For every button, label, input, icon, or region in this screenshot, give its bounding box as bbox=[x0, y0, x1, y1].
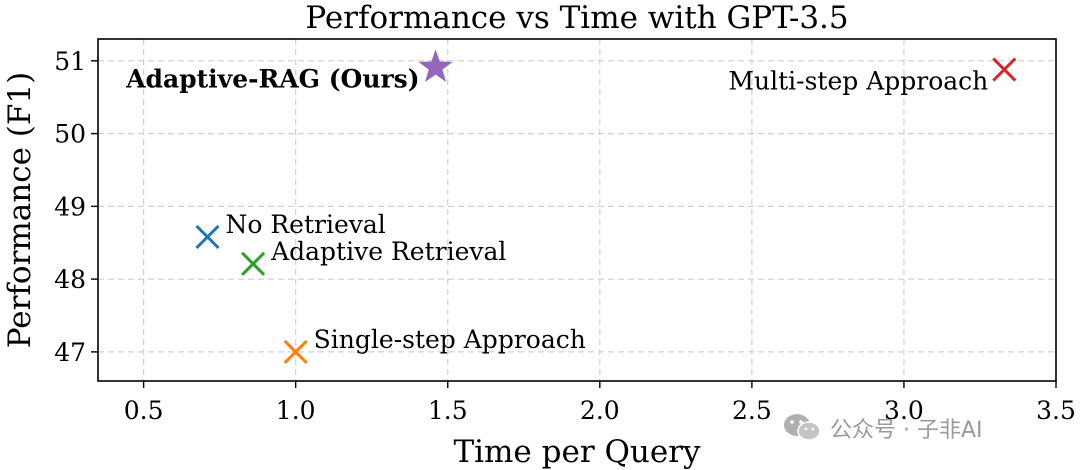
watermark: 公众号 · 子非AI bbox=[782, 410, 1072, 446]
x-tick-label: 3.0 bbox=[884, 396, 924, 425]
x-tick-label: 1.5 bbox=[428, 396, 468, 425]
x-tick-label: 3.5 bbox=[1036, 396, 1076, 425]
point-marker-adaptive-rag-ours bbox=[418, 49, 453, 82]
wechat-icon bbox=[784, 414, 821, 441]
y-tick-label: 50 bbox=[54, 120, 86, 149]
plot-frame bbox=[97, 38, 1057, 382]
x-tick-label: 0.5 bbox=[124, 396, 164, 425]
point-marker-adaptive-retrieval bbox=[241, 251, 266, 276]
x-tick-label: 2.5 bbox=[732, 396, 772, 425]
y-axis-label: Performance (F1) bbox=[2, 72, 38, 348]
chart-title: Performance vs Time with GPT-3.5 bbox=[305, 0, 848, 36]
y-tick-label: 49 bbox=[54, 192, 86, 221]
y-tick-label: 51 bbox=[54, 47, 86, 76]
point-marker-single-step-approach bbox=[283, 339, 308, 364]
y-tick-label: 47 bbox=[54, 338, 86, 367]
point-label-single-step-approach: Single-step Approach bbox=[314, 325, 586, 354]
x-tick-label: 1.0 bbox=[276, 396, 316, 425]
watermark-text: 公众号 · 子非AI bbox=[830, 418, 983, 443]
y-tick-label: 48 bbox=[54, 265, 86, 294]
x-tick-label: 2.0 bbox=[580, 396, 620, 425]
x-axis-label: Time per Query bbox=[453, 434, 701, 470]
axis-ticks: 0.5 1.0 1.5 2.0 2.5 3.0 3.5 47 48 49 50 51 bbox=[54, 47, 1076, 425]
point-label-multi-step-approach: Multi-step Approach bbox=[728, 67, 988, 96]
point-label-adaptive-rag-ours: Adaptive-RAG (Ours) bbox=[125, 64, 420, 93]
point-label-adaptive-retrieval: Adaptive Retrieval bbox=[270, 237, 506, 266]
point-marker-no-retrieval bbox=[195, 224, 220, 249]
point-marker-multi-step-approach bbox=[992, 57, 1017, 82]
point-label-no-retrieval: No Retrieval bbox=[225, 210, 385, 239]
